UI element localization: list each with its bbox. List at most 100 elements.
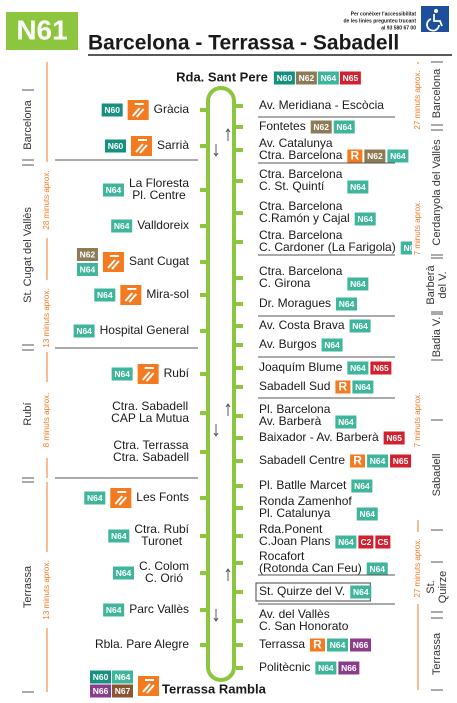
stop-marker <box>236 366 243 370</box>
zone-name: Terrassa <box>22 565 34 608</box>
line-badge <box>112 684 133 698</box>
stop-marker <box>236 179 243 183</box>
line-badge <box>108 529 130 543</box>
stop-name: Joaquím Blume <box>259 360 343 374</box>
line-badge <box>351 479 373 493</box>
travel-time: 13 minuts aprox. <box>42 288 51 347</box>
line-badge <box>317 71 339 85</box>
line-badge-label: N65 <box>373 363 389 373</box>
stop-marker <box>236 459 243 463</box>
time-bg <box>41 280 53 356</box>
travel-time: 8 minuts aprox. <box>42 393 51 448</box>
zone-name: St. <box>425 580 437 593</box>
stop-marker <box>200 108 207 112</box>
stop-name: Ctra. Barcelona <box>259 148 343 162</box>
time-bg <box>412 532 424 604</box>
line-badge <box>354 212 376 226</box>
stop-name: Politècnic <box>259 660 310 674</box>
stop-name: Valldoreix <box>137 218 189 232</box>
line-badge-label: N62 <box>299 73 315 83</box>
line-badge <box>310 638 326 652</box>
rail-icon <box>107 255 120 270</box>
line-badge <box>370 361 392 375</box>
line-badge <box>327 638 349 652</box>
line-badge-label: N64 <box>355 382 371 392</box>
stop-name: Sarrià <box>157 138 189 152</box>
stop-marker <box>200 608 207 612</box>
time-bg <box>412 64 424 136</box>
line-badge <box>295 71 317 85</box>
zone-name: Terrassa <box>431 632 443 675</box>
line-badge <box>112 566 134 580</box>
line-badge-label: N64 <box>97 290 113 300</box>
line-badge-label: N64 <box>87 493 103 503</box>
stop-name: Rbla. Pare Alegre <box>95 637 189 651</box>
line-badge-label: N64 <box>354 481 370 491</box>
line-badge-label: N64 <box>106 605 122 615</box>
line-badge <box>104 139 126 153</box>
access-note: de les línies pregunteu trucant <box>343 18 416 24</box>
line-badge <box>321 338 343 352</box>
stop-marker <box>200 411 207 415</box>
line-badge <box>333 120 355 134</box>
route-line <box>206 86 236 682</box>
stop-marker <box>236 148 243 152</box>
stop-marker <box>236 104 243 108</box>
line-badge-label: N62 <box>313 122 329 132</box>
line-badge-label: N66 <box>353 640 369 650</box>
zone-name: Barcelona <box>431 68 443 118</box>
stop-name: Sant Cugat <box>129 254 190 268</box>
rail-icon <box>131 103 145 118</box>
stop-name: Ctra. Sabadell <box>112 399 188 413</box>
stop-marker <box>200 372 207 376</box>
wheelchair-icon <box>434 9 438 13</box>
line-badge-label: N64 <box>114 221 130 231</box>
line-badge <box>76 248 98 261</box>
line-badge-label: N64 <box>114 369 130 379</box>
line-badge-label: N64 <box>338 417 354 427</box>
line-badge <box>347 361 369 375</box>
line-badge <box>349 319 371 333</box>
line-badge-label: N66 <box>93 686 109 696</box>
stop-name: Pl. Batlle Marcet <box>259 478 347 492</box>
stop-marker <box>200 643 207 647</box>
access-note: al 93 580 67 00 <box>381 25 416 31</box>
zone-name: Quirze <box>437 571 449 603</box>
stop-marker <box>200 260 207 264</box>
line-badge-label: N64 <box>76 326 92 336</box>
stop-name: Turonet <box>141 534 183 548</box>
line-badge-label: N64 <box>359 509 375 519</box>
stop-name: C. Cardoner (La Farigola) <box>259 240 396 254</box>
line-badge-label: N64 <box>318 663 334 673</box>
stop-name: Av. Catalunya <box>259 136 333 150</box>
line-badge <box>358 535 374 549</box>
stop-name: C.Ramón y Cajal <box>259 211 350 225</box>
line-badge <box>112 670 133 684</box>
stop-marker <box>236 324 243 328</box>
rail-icon <box>142 679 155 694</box>
zone-name: del V. <box>437 271 449 298</box>
line-badge-label: N64 <box>350 363 366 373</box>
stop-marker <box>236 211 243 215</box>
line-badge <box>364 149 386 163</box>
stop-marker <box>236 385 243 389</box>
stop-name: St. Quirze del V. <box>259 584 345 598</box>
line-badge <box>335 415 357 429</box>
travel-time: 27 minuts aprox. <box>413 538 422 597</box>
terminus-name: Terrassa Rambla <box>162 681 267 696</box>
line-badge-label: N64 <box>369 564 385 574</box>
line-badge-label: R <box>351 149 360 163</box>
line-badge <box>335 535 357 549</box>
stop-marker <box>236 506 243 510</box>
line-badge <box>73 324 95 338</box>
line-badge <box>111 219 133 233</box>
line-badge <box>102 183 124 197</box>
line-badge <box>347 180 369 194</box>
stop-name: Pl. Centre <box>132 188 186 202</box>
rail-icon <box>124 288 138 303</box>
stop-marker <box>236 561 243 565</box>
stop-name: C. Colom <box>139 559 189 573</box>
time-bg <box>41 382 53 458</box>
line-badge <box>94 288 116 302</box>
